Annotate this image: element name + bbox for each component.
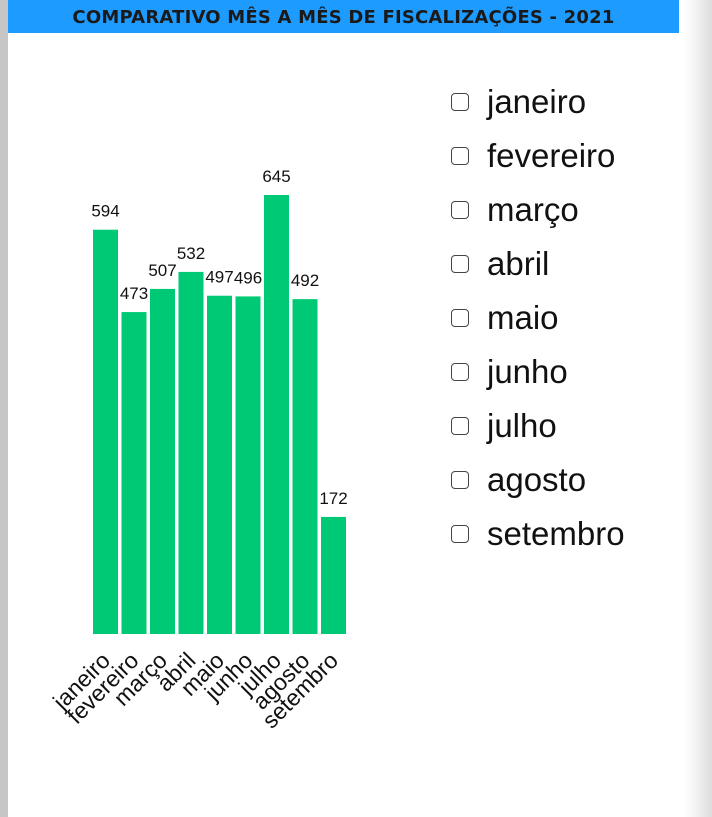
legend-item-janeiro[interactable]: janeiro [451,75,625,129]
bar-marco[interactable] [150,288,175,634]
legend-label: janeiro [487,83,587,120]
legend-checkbox[interactable] [451,363,469,381]
legend-label: março [487,191,579,228]
legend-label: junho [487,353,568,390]
legend-item-marco[interactable]: março [451,183,625,237]
data-label-julho: 645 [262,167,290,186]
data-label-marco: 507 [148,261,176,280]
bar-julho[interactable] [264,195,289,634]
page-title: COMPARATIVO MÊS A MÊS DE FISCALIZAÇÕES -… [8,0,679,33]
legend-label: abril [487,245,550,282]
panel-edge [684,0,712,817]
legend-checkbox[interactable] [451,93,469,111]
legend-item-abril[interactable]: abril [451,237,625,291]
legend-checkbox[interactable] [451,201,469,219]
bar-chart: 594janeiro473fevereiro507março532abril49… [47,167,348,733]
legend-checkbox[interactable] [451,417,469,435]
bar-agosto[interactable] [292,299,318,634]
bar-setembro[interactable] [321,516,346,634]
data-label-junho: 496 [234,268,262,287]
data-label-maio: 497 [205,268,233,287]
legend-item-maio[interactable]: maio [451,291,625,345]
legend-item-setembro[interactable]: setembro [451,507,625,561]
legend-label: setembro [487,515,625,552]
legend-item-junho[interactable]: junho [451,345,625,399]
legend-item-fevereiro[interactable]: fevereiro [451,129,625,183]
data-label-setembro: 172 [319,489,347,508]
legend-label: fevereiro [487,137,616,174]
legend-checkbox[interactable] [451,309,469,327]
legend-checkbox[interactable] [451,525,469,543]
data-label-janeiro: 594 [91,202,119,221]
chart-legend: janeiro fevereiro março abril maio junho… [451,75,625,561]
legend-item-julho[interactable]: julho [451,399,625,453]
legend-checkbox[interactable] [451,471,469,489]
legend-label: agosto [487,461,587,498]
bar-abril[interactable] [178,271,204,634]
legend-item-agosto[interactable]: agosto [451,453,625,507]
legend-checkbox[interactable] [451,255,469,273]
data-label-fevereiro: 473 [120,284,148,303]
bar-fevereiro[interactable] [121,312,147,634]
bar-junho[interactable] [235,296,261,634]
legend-label: maio [487,299,559,336]
legend-label: julho [487,407,557,444]
data-label-abril: 532 [177,244,205,263]
bar-maio[interactable] [207,295,232,634]
bar-janeiro[interactable] [93,229,118,635]
data-label-agosto: 492 [291,271,319,290]
legend-checkbox[interactable] [451,147,469,165]
